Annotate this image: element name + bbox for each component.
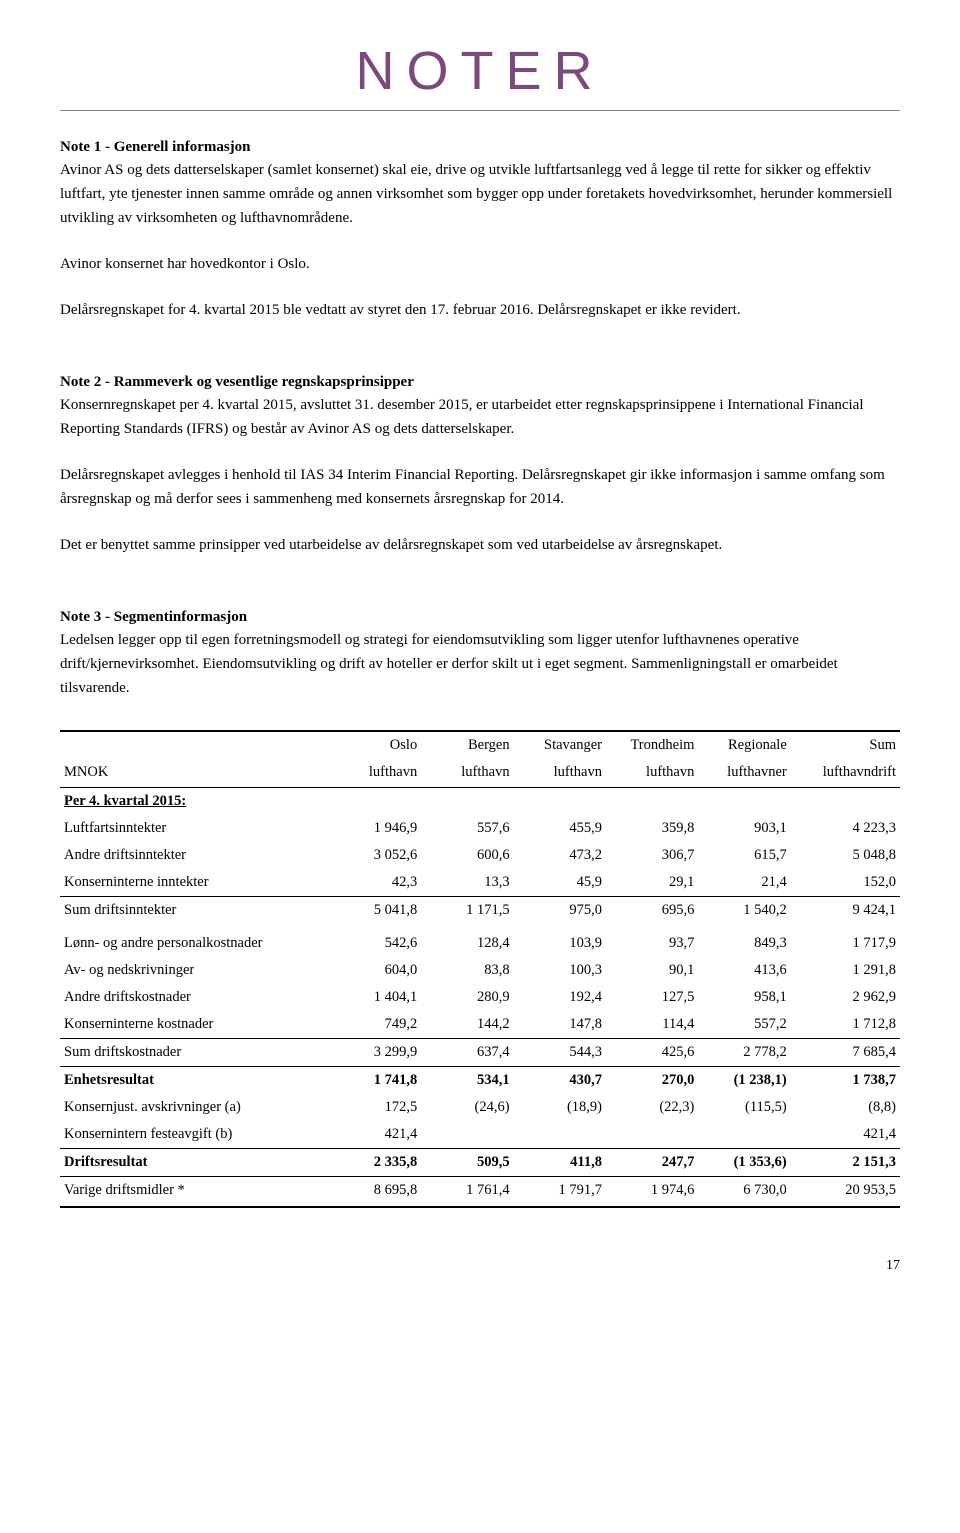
segment-table: Oslo Bergen Stavanger Trondheim Regional… <box>60 730 900 1208</box>
note1-p3: Delårsregnskapet for 4. kvartal 2015 ble… <box>60 298 900 322</box>
note2-p2: Delårsregnskapet avlegges i henhold til … <box>60 463 900 511</box>
table-row: Av- og nedskrivninger 604,0 83,8 100,3 9… <box>60 957 900 984</box>
table-row-varige: Varige driftsmidler * 8 695,8 1 761,4 1 … <box>60 1177 900 1208</box>
col-trondheim-top: Trondheim <box>606 731 698 759</box>
col-trondheim-bot: lufthavn <box>606 759 698 788</box>
table-row: Konsernjust. avskrivninger (a) 172,5 (24… <box>60 1094 900 1121</box>
note2-p3: Det er benyttet samme prinsipper ved uta… <box>60 533 900 557</box>
segment-table-wrap: Oslo Bergen Stavanger Trondheim Regional… <box>60 730 900 1208</box>
period-label: Per 4. kvartal 2015: <box>60 788 329 816</box>
col-stavanger-bot: lufthavn <box>514 759 606 788</box>
note3-p1: Ledelsen legger opp til egen forretnings… <box>60 628 900 700</box>
note2-heading: Note 2 - Rammeverk og vesentlige regnska… <box>60 374 900 391</box>
table-header-row-2: MNOK lufthavn lufthavn lufthavn lufthavn… <box>60 759 900 788</box>
title-rule <box>60 110 900 111</box>
col-regionale-bot: lufthavner <box>698 759 790 788</box>
table-row: Luftfartsinntekter 1 946,9 557,6 455,9 3… <box>60 815 900 842</box>
table-row: Lønn- og andre personalkostnader 542,6 1… <box>60 930 900 957</box>
note3-heading: Note 3 - Segmentinformasjon <box>60 609 900 626</box>
col-bergen-bot: lufthavn <box>421 759 513 788</box>
table-row: Konserninterne kostnader 749,2 144,2 147… <box>60 1011 900 1039</box>
document-page: NOTER Note 1 - Generell informasjon Avin… <box>0 0 960 1304</box>
col-oslo-bot: lufthavn <box>329 759 421 788</box>
table-row-sum: Sum driftsinntekter 5 041,8 1 171,5 975,… <box>60 897 900 925</box>
note2-p1: Konsernregnskapet per 4. kvartal 2015, a… <box>60 393 900 441</box>
table-row-driftsresultat: Driftsresultat 2 335,8 509,5 411,8 247,7… <box>60 1149 900 1177</box>
period-row: Per 4. kvartal 2015: <box>60 788 900 816</box>
page-title: NOTER <box>60 40 900 102</box>
col-mnok: MNOK <box>60 759 329 788</box>
table-row-sum: Sum driftskostnader 3 299,9 637,4 544,3 … <box>60 1039 900 1067</box>
col-regionale-top: Regionale <box>698 731 790 759</box>
col-oslo-top: Oslo <box>329 731 421 759</box>
col-stavanger-top: Stavanger <box>514 731 606 759</box>
col-sum-bot: lufthavndrift <box>791 759 900 788</box>
table-row: Andre driftsinntekter 3 052,6 600,6 473,… <box>60 842 900 869</box>
col-sum-top: Sum <box>791 731 900 759</box>
page-number: 17 <box>60 1258 900 1274</box>
table-row: Konserninterne inntekter 42,3 13,3 45,9 … <box>60 869 900 897</box>
table-row-enhetsresultat: Enhetsresultat 1 741,8 534,1 430,7 270,0… <box>60 1067 900 1095</box>
table-header-row-1: Oslo Bergen Stavanger Trondheim Regional… <box>60 731 900 759</box>
note1-p2: Avinor konsernet har hovedkontor i Oslo. <box>60 252 900 276</box>
table-row: Andre driftskostnader 1 404,1 280,9 192,… <box>60 984 900 1011</box>
col-bergen-top: Bergen <box>421 731 513 759</box>
note1-p1: Avinor AS og dets datterselskaper (samle… <box>60 158 900 230</box>
note1-heading: Note 1 - Generell informasjon <box>60 139 900 156</box>
table-row: Konsernintern festeavgift (b) 421,4 421,… <box>60 1121 900 1149</box>
